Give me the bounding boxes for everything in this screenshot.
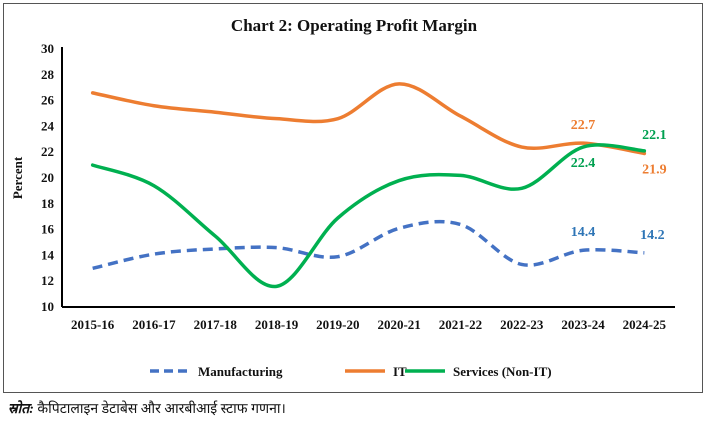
chart-frame xyxy=(3,3,703,393)
y-tick-label: 16 xyxy=(41,222,55,237)
data-label-it: 22.7 xyxy=(571,118,596,133)
y-tick-label: 28 xyxy=(41,67,55,82)
data-label-manufacturing: 14.4 xyxy=(571,225,596,240)
y-tick-label: 18 xyxy=(41,196,55,211)
y-tick-label: 10 xyxy=(41,299,54,314)
x-tick-label: 2017-18 xyxy=(194,317,238,332)
legend-label-services-non-it: Services (Non-IT) xyxy=(453,364,552,379)
source-note: स्रोत: कैपिटालाइन डेटाबेस और आरबीआई स्टा… xyxy=(8,399,286,418)
chart-title: Chart 2: Operating Profit Margin xyxy=(230,16,478,35)
x-tick-label: 2023-24 xyxy=(561,317,605,332)
series-line-it xyxy=(90,82,647,156)
source-text: कैपिटालाइन डेटाबेस और आरबीआई स्टाफ गणना। xyxy=(33,402,286,417)
y-tick-label: 14 xyxy=(41,247,55,262)
y-axis-title: Percent xyxy=(10,156,25,199)
x-tick-label: 2020-21 xyxy=(377,317,420,332)
y-tick-label: 22 xyxy=(41,144,54,159)
x-tick-label: 2019-20 xyxy=(316,317,359,332)
data-label-services-non-it: 22.1 xyxy=(642,128,667,143)
data-label-manufacturing: 14.2 xyxy=(640,228,665,243)
x-tick-label: 2021-22 xyxy=(439,317,482,332)
x-tick-label: 2022-23 xyxy=(500,317,544,332)
y-tick-label: 20 xyxy=(41,170,54,185)
x-tick-label: 2018-19 xyxy=(255,317,299,332)
x-tick-label: 2024-25 xyxy=(623,317,667,332)
series-line-manufacturing xyxy=(92,219,645,271)
legend-label-manufacturing: Manufacturing xyxy=(198,364,283,379)
x-tick-label: 2015-16 xyxy=(71,317,115,332)
series-line-services-non-it xyxy=(90,143,647,289)
legend-label-it: IT xyxy=(393,364,407,379)
data-label-services-non-it: 22.4 xyxy=(571,156,596,171)
y-tick-label: 12 xyxy=(41,273,54,288)
y-tick-label: 30 xyxy=(41,41,54,56)
x-tick-label: 2016-17 xyxy=(132,317,176,332)
source-prefix: स्रोत: xyxy=(8,402,34,417)
data-label-it: 21.9 xyxy=(642,162,667,177)
y-tick-label: 26 xyxy=(41,93,55,108)
y-tick-label: 24 xyxy=(41,118,55,133)
